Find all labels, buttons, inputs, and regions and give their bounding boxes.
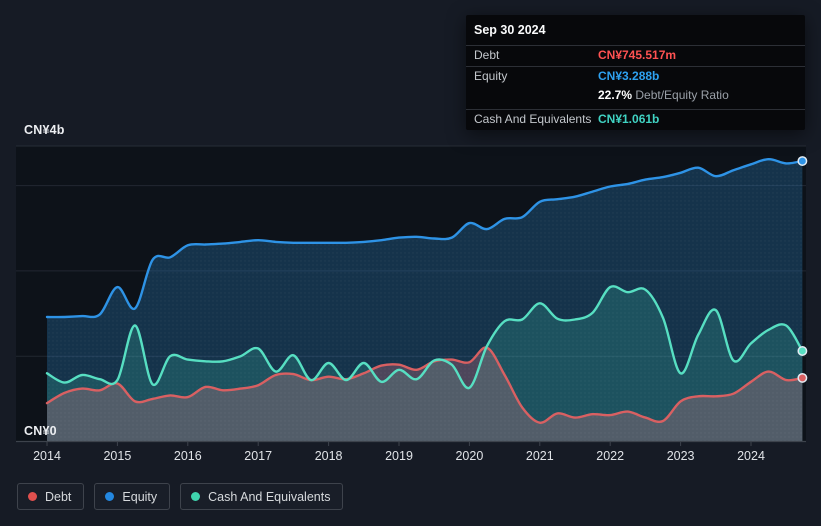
legend-debt-label: Debt <box>45 489 72 504</box>
tooltip-equity-label: Equity <box>474 69 508 83</box>
legend-equity-label: Equity <box>122 489 158 504</box>
tooltip-cash-row: Cash And Equivalents CN¥1.061b <box>466 109 805 130</box>
tooltip-debt-row: Debt CN¥745.517m <box>466 45 805 66</box>
y-axis-max-label: CN¥4b <box>24 123 65 137</box>
x-axis-label: 2023 <box>666 449 695 463</box>
tooltip: Sep 30 2024 Debt CN¥745.517m Equity CN¥3… <box>466 15 805 130</box>
tooltip-cash-label: Cash And Equivalents <box>474 112 592 126</box>
x-axis-label: 2018 <box>314 449 343 463</box>
tooltip-ratio-value: 22.7% <box>598 88 633 102</box>
tooltip-cash-value: CN¥1.061b <box>598 112 660 126</box>
tooltip-debt-label: Debt <box>474 48 500 62</box>
x-axis-label: 2016 <box>173 449 202 463</box>
legend-item-debt[interactable]: Debt <box>17 483 85 510</box>
tooltip-debt-value: CN¥745.517m <box>598 48 677 62</box>
legend: Debt Equity Cash And Equivalents <box>17 483 344 510</box>
y-axis-zero-label: CN¥0 <box>24 424 57 438</box>
x-axis-label: 2015 <box>103 449 132 463</box>
tooltip-ratio-row: 22.7% Debt/Equity Ratio <box>466 87 805 109</box>
cash-series-dot <box>191 492 201 501</box>
x-axis-label: 2024 <box>737 449 765 463</box>
legend-item-equity[interactable]: Equity <box>94 483 171 510</box>
tooltip-equity-value: CN¥3.288b <box>598 69 660 83</box>
tooltip-date: Sep 30 2024 <box>474 23 546 37</box>
x-axis-label: 2020 <box>455 449 484 463</box>
legend-cash-label: Cash And Equivalents <box>208 489 331 504</box>
x-axis-label: 2014 <box>33 449 61 463</box>
equity-series-dot <box>105 492 115 501</box>
x-axis-label: 2022 <box>596 449 625 463</box>
x-axis: 2014 2015 2016 2017 2018 2019 2020 2021 2022 2023… <box>0 449 821 467</box>
x-axis-label: 2021 <box>525 449 554 463</box>
debt-series-dot <box>28 492 37 501</box>
legend-item-cash[interactable]: Cash And Equivalents <box>180 483 344 510</box>
tooltip-ratio-label: Debt/Equity Ratio <box>635 88 729 102</box>
tooltip-equity-row: Equity CN¥3.288b <box>466 66 805 87</box>
x-axis-label: 2017 <box>244 449 273 463</box>
x-axis-label: 2019 <box>385 449 413 463</box>
